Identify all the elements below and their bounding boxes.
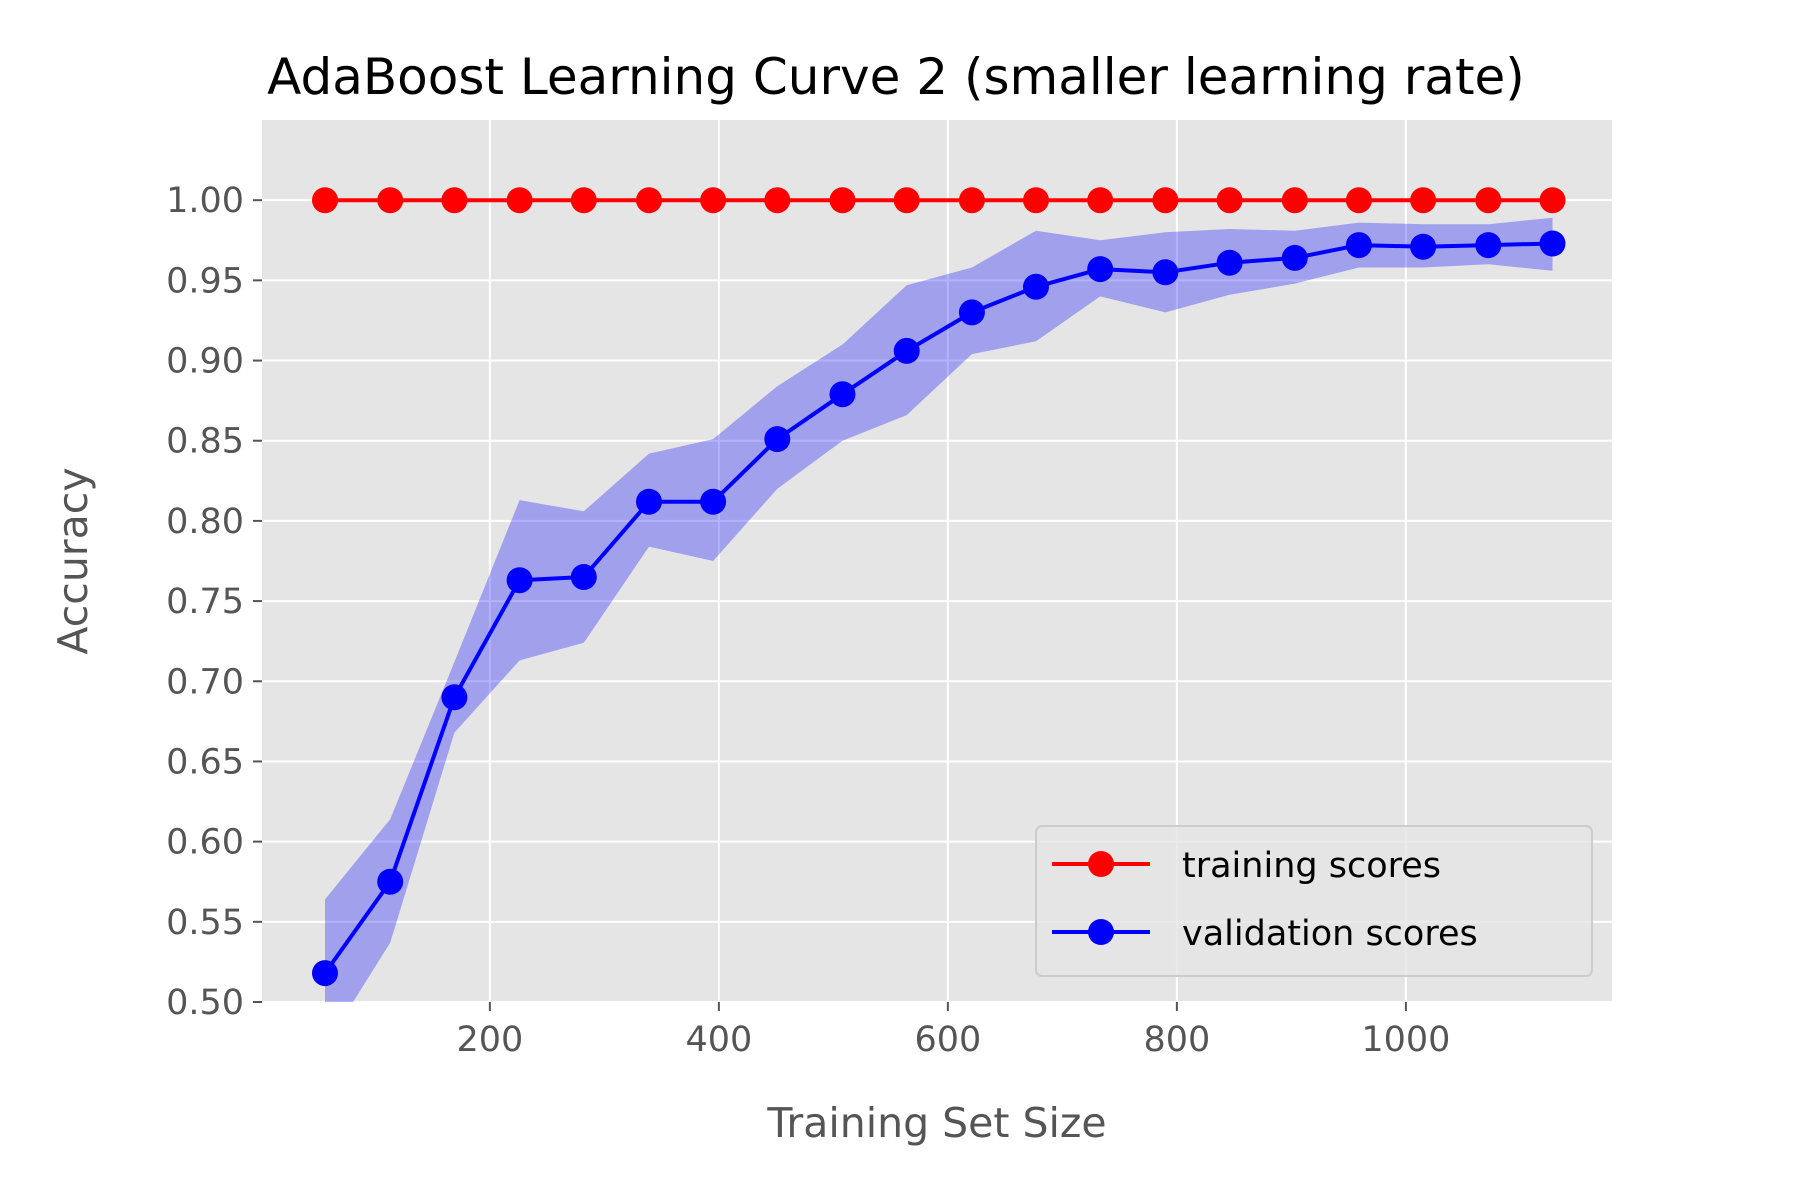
validation-data-point — [1152, 259, 1179, 286]
x-axis-label: Training Set Size — [766, 1099, 1106, 1147]
y-tick-label: 0.70 — [166, 662, 244, 702]
training-data-point — [441, 187, 468, 214]
validation-data-point — [1345, 232, 1372, 259]
validation-data-point — [893, 337, 920, 364]
training-data-point — [958, 187, 985, 214]
validation-data-point — [1216, 249, 1243, 276]
training-data-point — [506, 187, 533, 214]
y-tick-label: 0.60 — [166, 823, 244, 863]
x-tick-label: 800 — [1143, 1020, 1210, 1060]
validation-data-point — [377, 868, 404, 895]
validation-data-point — [441, 684, 468, 711]
y-tick-label: 0.85 — [166, 422, 244, 462]
training-data-point — [829, 187, 856, 214]
training-data-point — [1539, 187, 1566, 214]
y-tick-label: 0.75 — [166, 582, 244, 622]
training-data-point — [893, 187, 920, 214]
training-data-point — [377, 187, 404, 214]
legend-box — [1035, 825, 1593, 977]
validation-data-point — [312, 960, 338, 987]
legend: training scores validation scores — [1035, 825, 1593, 977]
validation-data-point — [1281, 244, 1308, 271]
training-data-point — [700, 187, 727, 214]
y-tick-label: 0.55 — [166, 903, 244, 943]
validation-data-point — [1023, 273, 1049, 300]
validation-confidence-band — [325, 217, 1553, 1002]
grid-lines — [262, 120, 1612, 1003]
x-tick-label: 400 — [685, 1020, 752, 1060]
y-tick-label: 0.50 — [166, 983, 244, 1023]
validation-data-point — [506, 567, 533, 594]
training-data-point — [1345, 187, 1372, 214]
validation-data-point — [829, 381, 856, 408]
y-tick-label: 0.65 — [166, 742, 244, 782]
x-axis-ticks: 200 400 600 800 1000 — [456, 1002, 1450, 1060]
validation-data-point — [570, 564, 597, 590]
y-tick-label: 0.95 — [166, 261, 244, 301]
training-data-point — [1087, 187, 1114, 214]
training-data-point — [1410, 187, 1437, 214]
validation-data-point — [700, 488, 727, 515]
validation-data-point — [1539, 230, 1566, 257]
training-data-point — [1216, 187, 1243, 214]
y-tick-label: 1.00 — [166, 181, 244, 221]
validation-data-point — [636, 488, 662, 515]
chart-title: AdaBoost Learning Curve 2 (smaller learn… — [267, 48, 1525, 106]
legend-label-training: training scores — [1182, 846, 1441, 886]
training-data-point — [764, 187, 791, 214]
y-axis-label: Accuracy — [49, 467, 97, 654]
legend-label-validation: validation scores — [1182, 914, 1478, 954]
x-tick-label: 200 — [456, 1020, 523, 1060]
training-data-point — [312, 187, 338, 214]
x-tick-label: 600 — [914, 1020, 981, 1060]
validation-data-point — [764, 426, 791, 453]
training-data-point — [1023, 187, 1049, 214]
y-tick-label: 0.90 — [166, 342, 244, 382]
training-data-point — [570, 187, 597, 214]
y-tick-label: 0.80 — [166, 502, 244, 542]
training-data-point — [1475, 187, 1502, 214]
training-data-point — [636, 187, 662, 214]
validation-data-point — [958, 299, 985, 326]
legend-marker-validation — [1088, 919, 1114, 945]
x-tick-label: 1000 — [1361, 1020, 1450, 1060]
validation-data-point — [1475, 232, 1502, 259]
series-markers — [312, 187, 1566, 987]
y-axis-ticks: 0.50 0.55 0.60 0.65 0.70 0.75 0.80 0.85 0.90 0.95… — [166, 181, 262, 1023]
validation-data-point — [1087, 256, 1114, 283]
validation-data-point — [1410, 233, 1437, 260]
training-data-point — [1152, 187, 1179, 214]
confidence-bands — [325, 217, 1553, 1002]
training-data-point — [1281, 187, 1308, 214]
legend-marker-training — [1088, 851, 1114, 877]
